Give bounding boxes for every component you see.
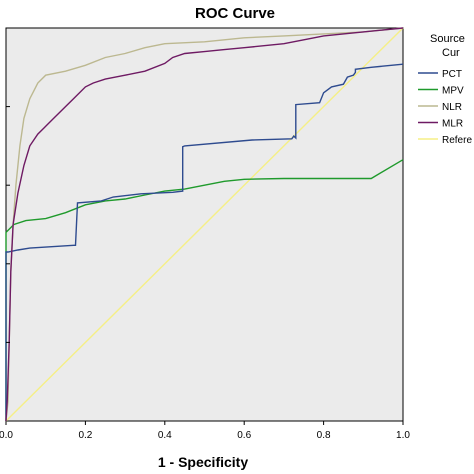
series-line-refere	[5, 27, 404, 422]
legend-label-pct: PCT	[442, 69, 462, 80]
legend-title-line: Cur	[442, 47, 460, 59]
x-tick-label: 0.4	[158, 430, 172, 441]
x-axis-label: 1 - Specificity	[158, 454, 248, 470]
x-tick-label: 0.6	[237, 430, 251, 441]
legend-title-line: Source	[430, 33, 465, 45]
x-tick-label: 0.8	[317, 430, 331, 441]
legend: Source Cur PCT MPV NLR MLR Refere	[418, 33, 472, 146]
x-tick-label: 0.2	[78, 430, 92, 441]
series-line-pct	[5, 63, 404, 421]
x-tick-label: 0.0	[0, 430, 13, 441]
legend-label-mpv: MPV	[442, 86, 464, 97]
legend-label-mlr: MLR	[442, 119, 463, 130]
chart-title: ROC Curve	[195, 5, 275, 22]
legend-label-refere: Refere	[442, 135, 472, 146]
series-line-mlr	[5, 27, 404, 422]
x-tick-label: 1.0	[396, 430, 410, 441]
series-line-mpv	[5, 159, 404, 421]
legend-label-nlr: NLR	[442, 102, 462, 113]
